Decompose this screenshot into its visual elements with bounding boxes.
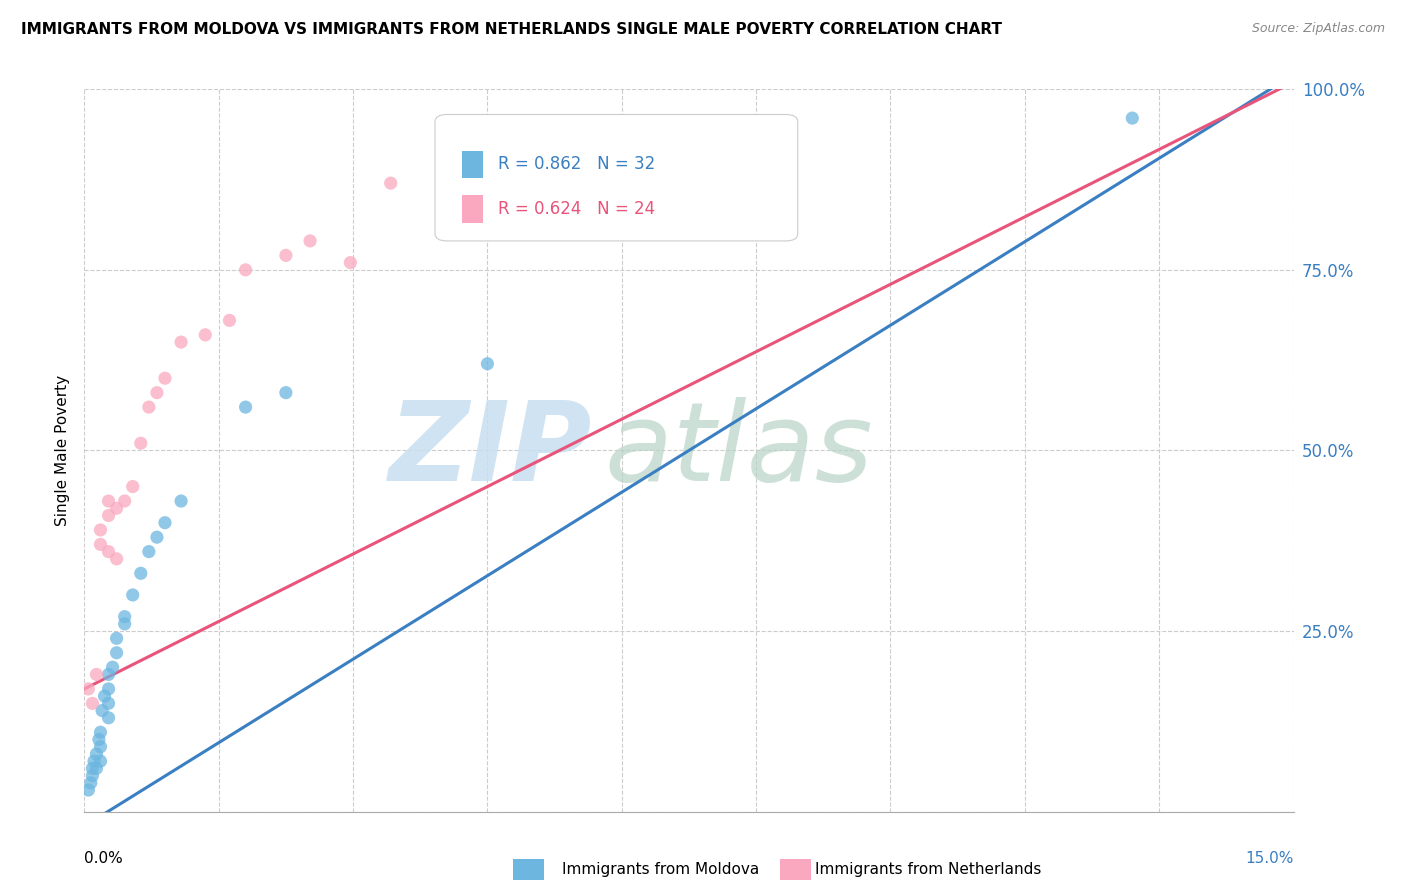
Point [83, 754, 105, 768]
Point [77, 681, 100, 696]
Point [82, 696, 104, 710]
Point [274, 385, 297, 400]
Text: R = 0.624   N = 24: R = 0.624 N = 24 [498, 200, 655, 218]
Point [129, 436, 152, 450]
FancyBboxPatch shape [434, 114, 797, 241]
Text: ZIP: ZIP [388, 397, 592, 504]
Point [87, 732, 110, 747]
Point [105, 646, 128, 660]
Point [97, 711, 120, 725]
Point [97, 494, 120, 508]
Point [129, 566, 152, 581]
Point [97, 696, 120, 710]
Text: 0.0%: 0.0% [84, 852, 124, 866]
Point [170, 494, 193, 508]
Text: Immigrants from Netherlands: Immigrants from Netherlands [815, 863, 1042, 877]
Point [86, 747, 108, 761]
Point [114, 609, 136, 624]
Point [274, 248, 297, 262]
Point [153, 516, 176, 530]
Text: atlas: atlas [605, 397, 873, 504]
Text: Immigrants from Moldova: Immigrants from Moldova [562, 863, 759, 877]
Point [105, 551, 128, 566]
Point [477, 357, 499, 371]
Point [194, 327, 217, 342]
Point [77, 783, 100, 797]
Point [121, 480, 143, 494]
Point [80, 776, 103, 790]
Point [97, 667, 120, 681]
Point [153, 371, 176, 385]
Point [235, 262, 257, 277]
Point [89, 523, 111, 537]
Point [235, 400, 257, 414]
Point [121, 588, 143, 602]
Y-axis label: Single Male Poverty: Single Male Poverty [55, 375, 70, 526]
Point [101, 660, 124, 674]
Point [89, 754, 111, 768]
Point [89, 725, 111, 739]
Point [299, 234, 322, 248]
Point [97, 544, 120, 558]
Point [97, 681, 120, 696]
Point [105, 632, 128, 646]
Text: 15.0%: 15.0% [1246, 852, 1294, 866]
Text: Source: ZipAtlas.com: Source: ZipAtlas.com [1251, 22, 1385, 36]
Point [138, 400, 160, 414]
Text: IMMIGRANTS FROM MOLDOVA VS IMMIGRANTS FROM NETHERLANDS SINGLE MALE POVERTY CORRE: IMMIGRANTS FROM MOLDOVA VS IMMIGRANTS FR… [21, 22, 1002, 37]
Point [86, 667, 108, 681]
Point [91, 704, 114, 718]
Point [218, 313, 240, 327]
FancyBboxPatch shape [461, 151, 484, 178]
Point [82, 761, 104, 775]
Point [138, 544, 160, 558]
Point [82, 769, 104, 783]
Point [114, 616, 136, 631]
Point [93, 689, 115, 703]
Point [146, 530, 169, 544]
Point [114, 494, 136, 508]
FancyBboxPatch shape [461, 195, 484, 223]
Point [146, 385, 169, 400]
Point [89, 739, 111, 754]
Point [97, 508, 120, 523]
Point [380, 176, 402, 190]
Point [170, 334, 193, 349]
Text: R = 0.862   N = 32: R = 0.862 N = 32 [498, 155, 655, 173]
Point [86, 761, 108, 775]
Point [339, 255, 361, 269]
Point [1121, 111, 1143, 125]
Point [105, 501, 128, 516]
Point [89, 537, 111, 551]
